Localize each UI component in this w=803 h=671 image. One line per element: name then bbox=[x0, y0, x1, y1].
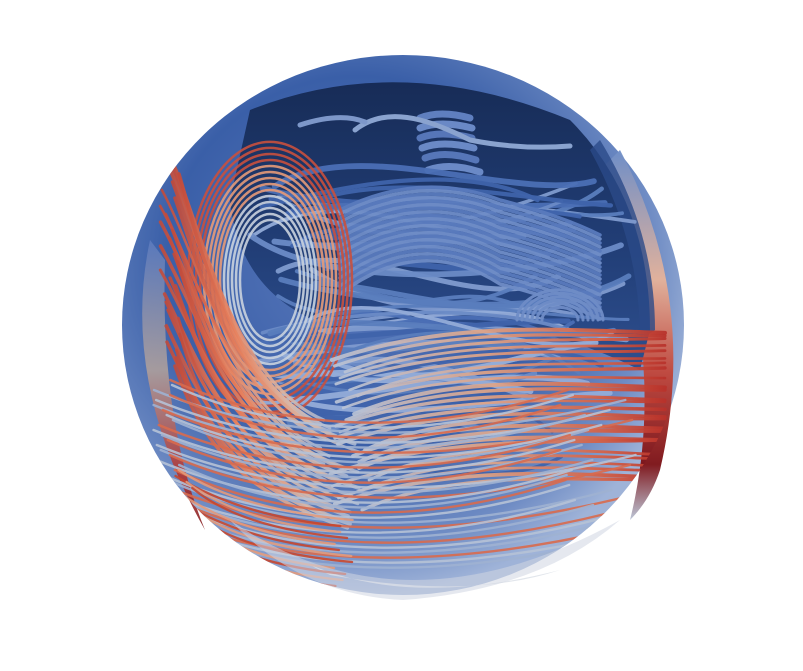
streamline-tube bbox=[338, 199, 602, 253]
lower-streamline bbox=[168, 453, 632, 499]
streamlines bbox=[151, 140, 667, 595]
streamline-tube bbox=[338, 234, 602, 293]
warm-streamline-right bbox=[352, 381, 667, 416]
streamline-tube bbox=[530, 298, 590, 322]
lower-streamline bbox=[155, 443, 637, 489]
streamline-tube bbox=[259, 349, 604, 384]
streamline-tube bbox=[338, 188, 602, 241]
warm-streamline-right bbox=[334, 349, 667, 386]
warm-streamline-right bbox=[332, 471, 667, 506]
lower-streamline bbox=[172, 498, 623, 544]
streamline-tube bbox=[338, 209, 602, 265]
vortex-tube bbox=[206, 170, 334, 390]
warm-streamline-left bbox=[177, 316, 360, 506]
lower-streamline bbox=[169, 378, 569, 424]
lower-streamline bbox=[157, 423, 572, 469]
lower-streamline bbox=[170, 383, 575, 429]
lower-streamline bbox=[152, 428, 576, 474]
warm-streamline-right bbox=[338, 344, 667, 380]
vortex-tube bbox=[230, 206, 310, 354]
vortex-tube bbox=[234, 212, 306, 348]
streamline-tube bbox=[535, 302, 585, 322]
streamline-tube bbox=[338, 220, 602, 277]
streamline-tube bbox=[520, 291, 600, 322]
streamline-tube bbox=[338, 216, 602, 273]
lower-streamline bbox=[177, 468, 354, 522]
streamline-tube bbox=[247, 232, 624, 278]
streamline-tube bbox=[515, 288, 605, 322]
streamline-tube bbox=[338, 227, 602, 285]
warm-streamline-right bbox=[333, 333, 667, 368]
warm-streamline-left bbox=[178, 332, 352, 514]
warm-streamline-right bbox=[341, 375, 667, 410]
lower-streamline bbox=[161, 473, 571, 519]
streamline-tube bbox=[338, 238, 602, 297]
streamline-tube bbox=[338, 202, 602, 257]
streamline-tube bbox=[338, 195, 602, 249]
warm-streamline-left bbox=[160, 188, 327, 442]
streamline-tube bbox=[338, 231, 602, 289]
streamline-tube bbox=[338, 224, 602, 281]
lower-streamline bbox=[159, 448, 594, 494]
streamline-tube bbox=[338, 213, 602, 269]
streamline-tube bbox=[338, 185, 602, 237]
streamline-tube bbox=[540, 305, 580, 322]
streamline-tube bbox=[525, 295, 595, 322]
streamline-tube bbox=[271, 163, 597, 190]
lower-streamline bbox=[185, 480, 342, 534]
lower-streamline bbox=[168, 393, 562, 439]
shell-front-lip bbox=[230, 520, 620, 600]
warm-streamline-right bbox=[334, 366, 667, 404]
streamline-tube bbox=[338, 206, 602, 261]
warm-streamline-right bbox=[329, 327, 667, 362]
warm-streamline-right bbox=[355, 460, 667, 494]
lower-streamline bbox=[191, 486, 349, 540]
warm-streamline-left bbox=[164, 212, 362, 454]
warm-streamline-right bbox=[356, 361, 667, 398]
streamline-tube bbox=[338, 241, 602, 301]
warm-streamline-right bbox=[328, 438, 667, 476]
lower-streamline bbox=[177, 463, 568, 509]
vortex-tube bbox=[210, 176, 330, 384]
lower-streamline bbox=[165, 413, 603, 459]
streamline-tube bbox=[259, 177, 540, 210]
lower-streamline bbox=[152, 403, 587, 449]
lower-streamline bbox=[166, 438, 562, 484]
vortex-tube bbox=[238, 218, 302, 342]
warm-streamline-right bbox=[348, 357, 667, 392]
streamline-tube bbox=[338, 192, 602, 245]
lower-streamline bbox=[173, 468, 567, 514]
warm-streamline-right bbox=[337, 466, 667, 500]
lower-streamline bbox=[179, 492, 336, 546]
lower-streamline bbox=[152, 388, 627, 434]
warm-streamline-right bbox=[343, 336, 667, 374]
lower-streamline bbox=[171, 418, 590, 464]
vortex-tube bbox=[190, 146, 350, 414]
warm-streamline-right bbox=[344, 387, 667, 422]
warm-streamline-right bbox=[334, 394, 667, 428]
